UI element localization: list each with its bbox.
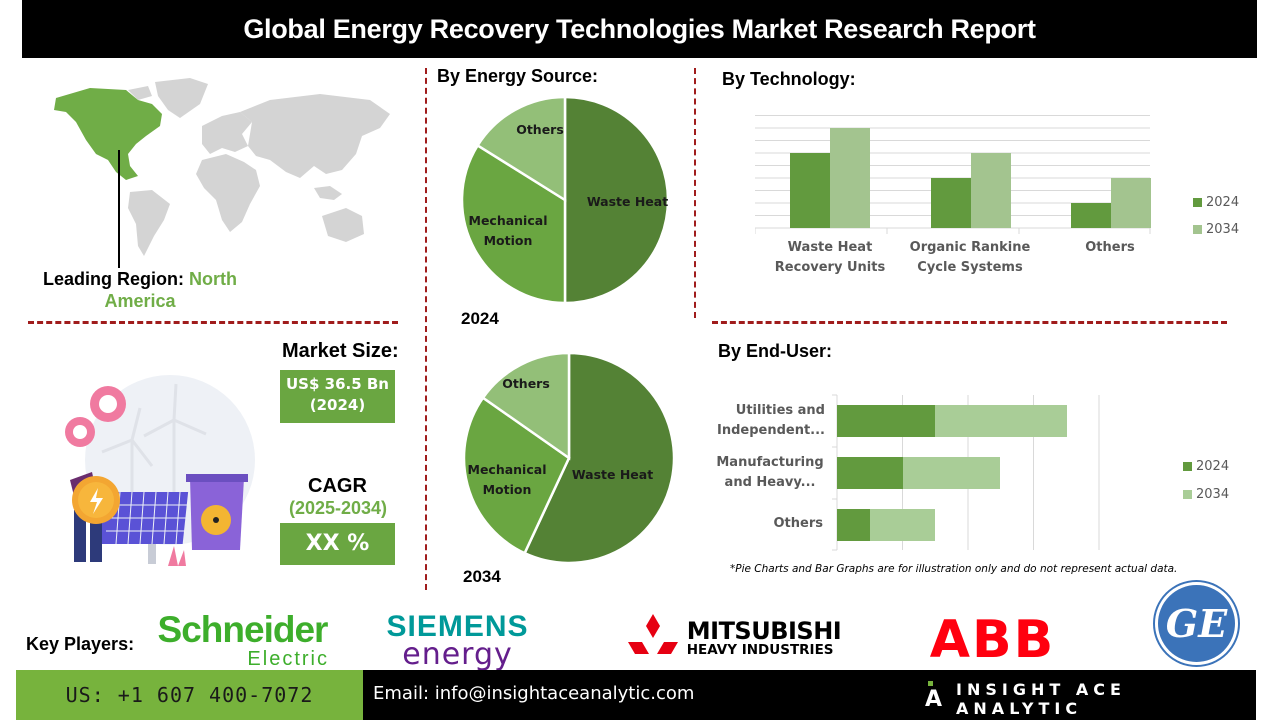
pie-chart-2034 bbox=[462, 351, 676, 565]
contact-email: Email: info@insightaceanalytic.com bbox=[373, 683, 695, 704]
end-user-ylabel-1-line1: Manufacturing bbox=[716, 455, 824, 470]
pie-2034-label-mech-line2: Motion bbox=[482, 482, 532, 497]
insight-ace-logo-icon: A bbox=[925, 680, 943, 712]
technology-bar-chart bbox=[755, 115, 1151, 234]
legend-swatch-2024 bbox=[1193, 198, 1202, 207]
pie-2024-label-others: Others bbox=[516, 122, 564, 137]
legend-swatch-2024 bbox=[1183, 462, 1192, 471]
pie-2024-label-mech-line2: Motion bbox=[483, 233, 533, 248]
end-user-ylabel-2-line1: Others bbox=[773, 516, 824, 531]
end-user-legend-2034: 2034 bbox=[1183, 487, 1229, 502]
legend-label-2024: 2024 bbox=[1196, 459, 1230, 474]
insight-ace-brand-name: INSIGHT ACE ANALYTIC bbox=[956, 680, 1126, 718]
pie-2034-label-mechanical-motion: Mechanical Motion bbox=[461, 460, 553, 500]
pie-2034-label-mech-line1: Mechanical bbox=[467, 462, 547, 477]
leading-region-value-line1: North bbox=[189, 269, 237, 289]
market-size-value-box: US$ 36.5 Bn (2024) bbox=[280, 370, 395, 423]
technology-xlabel-2-line1: Others bbox=[1085, 240, 1135, 255]
market-size-title: Market Size: bbox=[282, 340, 399, 362]
cagr-title: CAGR bbox=[308, 475, 367, 497]
end-user-ylabel-0-line1: Utilities and bbox=[735, 403, 825, 418]
technology-legend-2034: 2034 bbox=[1193, 222, 1239, 237]
divider-left-horizontal bbox=[28, 321, 398, 324]
mitsubishi-heavy-industries-logo: MITSUBISHI HEAVY INDUSTRIES bbox=[606, 612, 862, 664]
legend-swatch-2034 bbox=[1183, 490, 1192, 499]
legend-label-2034: 2034 bbox=[1196, 487, 1230, 502]
footer-bar: Email: info@insightaceanalytic.com A INS… bbox=[363, 670, 1256, 720]
pie-2024-year: 2024 bbox=[461, 309, 499, 328]
end-user-legend-2024: 2024 bbox=[1183, 459, 1229, 474]
mitsubishi-logo-line2: HEAVY INDUSTRIES bbox=[686, 642, 834, 658]
divider-right-vertical bbox=[694, 68, 696, 318]
leading-region-value-line2: America bbox=[104, 291, 176, 311]
technology-xlabel-1-line2: Cycle Systems bbox=[917, 260, 1023, 275]
end-user-title: By End-User: bbox=[718, 341, 833, 361]
technology-title: By Technology: bbox=[722, 69, 856, 89]
end-user-ylabel-2: Others bbox=[715, 514, 824, 534]
title-bar: Global Energy Recovery Technologies Mark… bbox=[22, 0, 1257, 58]
leading-region-prefix: Leading Region: bbox=[43, 269, 189, 289]
pie-chart-2024 bbox=[460, 95, 670, 305]
technology-xlabel-0-line1: Waste Heat bbox=[787, 240, 873, 255]
world-map bbox=[54, 78, 390, 256]
mitsubishi-logo-line1: MITSUBISHI bbox=[686, 617, 842, 645]
legend-swatch-2034 bbox=[1193, 225, 1202, 234]
insight-ace-brand: A INSIGHT ACE ANALYTIC bbox=[925, 680, 1256, 718]
divider-right-horizontal bbox=[712, 321, 1227, 324]
map-pointer-line bbox=[118, 150, 120, 268]
end-user-ylabel-0: Utilities and Independent... bbox=[715, 401, 825, 441]
energy-source-title: By Energy Source: bbox=[437, 66, 599, 86]
pie-2024-label-mech-line1: Mechanical bbox=[468, 213, 548, 228]
technology-legend-2024: 2024 bbox=[1193, 195, 1239, 210]
ge-logo: GE bbox=[1155, 582, 1238, 665]
siemens-logo-line2: energy bbox=[402, 637, 513, 672]
pie-2034-year: 2034 bbox=[463, 567, 501, 586]
technology-xlabel-0: Waste Heat Recovery Units bbox=[760, 238, 900, 278]
page-title: Global Energy Recovery Technologies Mark… bbox=[243, 13, 1036, 44]
end-user-bar-chart bbox=[832, 394, 1100, 551]
end-user-ylabel-0-line2: Independent... bbox=[717, 423, 825, 438]
cagr-value-box: XX % bbox=[280, 523, 395, 565]
contact-phone: US: +1 607 400-7072 bbox=[16, 670, 363, 720]
technology-xlabel-1-line1: Organic Rankine bbox=[909, 240, 1031, 255]
mitsubishi-diamonds-icon bbox=[627, 614, 678, 654]
pie-2034-label-others: Others bbox=[502, 376, 550, 391]
schneider-logo-line2: Electric bbox=[247, 648, 329, 670]
key-players-label: Key Players: bbox=[26, 634, 135, 654]
siemens-logo-line1: SIEMENS bbox=[386, 610, 529, 643]
pie-2024-label-mechanical-motion: Mechanical Motion bbox=[462, 211, 554, 251]
end-user-ylabel-1: Manufacturing and Heavy... bbox=[715, 453, 825, 493]
market-size-year: (2024) bbox=[309, 396, 366, 414]
siemens-energy-logo: SIEMENS energy bbox=[380, 610, 535, 672]
pie-2034-label-waste-heat: Waste Heat bbox=[571, 467, 654, 482]
market-size-value: US$ 36.5 Bn bbox=[286, 375, 389, 393]
illustration-disclaimer: *Pie Charts and Bar Graphs are for illus… bbox=[730, 563, 1178, 575]
energy-illustration bbox=[65, 375, 255, 566]
technology-xlabel-1: Organic Rankine Cycle Systems bbox=[900, 238, 1040, 278]
technology-xlabel-0-line2: Recovery Units bbox=[774, 260, 886, 275]
pie-2024-label-waste-heat: Waste Heat bbox=[586, 194, 669, 209]
cagr-years: (2025-2034) bbox=[288, 498, 388, 518]
end-user-ylabel-1-line2: and Heavy... bbox=[724, 475, 816, 490]
legend-label-2034: 2034 bbox=[1206, 222, 1240, 237]
technology-xlabel-2: Others bbox=[1040, 238, 1180, 258]
schneider-logo-line1: Schneider bbox=[157, 609, 329, 650]
leading-region-label: Leading Region: North America bbox=[20, 268, 260, 312]
divider-left-vertical bbox=[425, 68, 427, 590]
legend-label-2024: 2024 bbox=[1206, 195, 1240, 210]
abb-logo: ABB bbox=[929, 610, 1056, 670]
schneider-electric-logo: Schneider Electric bbox=[150, 609, 335, 670]
